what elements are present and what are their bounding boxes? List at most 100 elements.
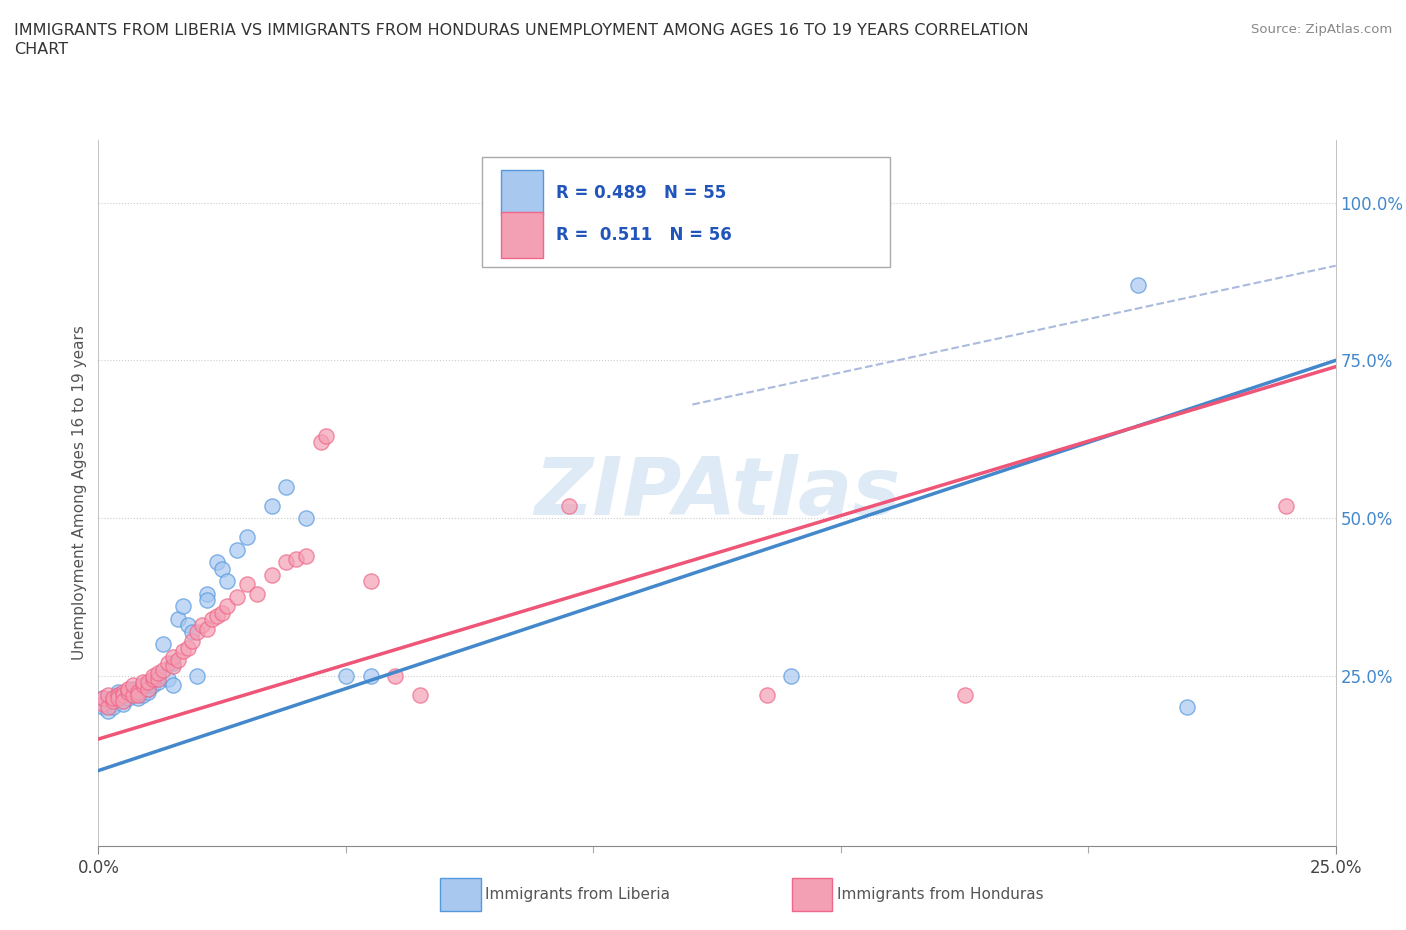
Point xyxy=(103,691,125,706)
Point xyxy=(103,700,125,715)
Point xyxy=(117,691,139,706)
Point xyxy=(107,687,129,702)
Point xyxy=(93,691,115,706)
Point xyxy=(136,675,159,690)
Point xyxy=(1126,277,1149,292)
Point xyxy=(112,691,135,706)
Point xyxy=(146,671,169,686)
Text: R = 0.489   N = 55: R = 0.489 N = 55 xyxy=(557,183,727,202)
Point xyxy=(93,691,115,706)
Point xyxy=(172,599,194,614)
Point xyxy=(953,687,976,702)
Point xyxy=(122,687,145,702)
Point xyxy=(127,687,149,702)
Point xyxy=(93,697,115,711)
Point xyxy=(162,656,184,671)
Point xyxy=(309,435,332,450)
Point xyxy=(97,694,120,709)
Point xyxy=(755,687,778,702)
Y-axis label: Unemployment Among Ages 16 to 19 years: Unemployment Among Ages 16 to 19 years xyxy=(72,326,87,660)
Point xyxy=(122,684,145,699)
Point xyxy=(191,618,214,633)
Point xyxy=(112,694,135,709)
Point xyxy=(127,684,149,699)
Point xyxy=(122,681,145,696)
Text: R =  0.511   N = 56: R = 0.511 N = 56 xyxy=(557,226,733,244)
Point xyxy=(142,671,165,686)
Point xyxy=(162,678,184,693)
Point xyxy=(260,498,283,513)
Point xyxy=(107,687,129,702)
Point xyxy=(195,621,218,636)
Point xyxy=(112,697,135,711)
Point xyxy=(127,687,149,702)
Point xyxy=(156,656,179,671)
Point xyxy=(780,669,803,684)
Point xyxy=(136,678,159,693)
Point xyxy=(136,681,159,696)
Point xyxy=(315,429,337,444)
Point xyxy=(136,681,159,696)
Point xyxy=(166,653,188,668)
Point xyxy=(103,694,125,709)
Point xyxy=(295,511,318,525)
Point xyxy=(122,678,145,693)
Point xyxy=(156,671,179,686)
Point xyxy=(557,498,579,513)
Point xyxy=(276,479,298,494)
Point xyxy=(93,700,115,715)
Point xyxy=(146,675,169,690)
Point xyxy=(217,599,239,614)
Point xyxy=(112,687,135,702)
Text: Immigrants from Honduras: Immigrants from Honduras xyxy=(837,887,1043,902)
Point xyxy=(162,649,184,664)
Point xyxy=(285,551,308,566)
Point xyxy=(260,567,283,582)
Point xyxy=(172,644,194,658)
Point xyxy=(217,574,239,589)
Text: Source: ZipAtlas.com: Source: ZipAtlas.com xyxy=(1251,23,1392,36)
Point xyxy=(1175,700,1198,715)
Point xyxy=(409,687,432,702)
Point xyxy=(146,665,169,680)
Point xyxy=(181,633,204,648)
Point xyxy=(246,587,269,602)
Point xyxy=(117,684,139,699)
Point xyxy=(176,618,198,633)
Point xyxy=(360,574,382,589)
Point xyxy=(117,684,139,699)
Point xyxy=(236,530,259,545)
Point xyxy=(112,684,135,699)
Point xyxy=(335,669,357,684)
Point xyxy=(211,561,233,576)
Point xyxy=(103,691,125,706)
Point xyxy=(132,675,155,690)
Point xyxy=(97,703,120,718)
Point xyxy=(205,555,228,570)
Point xyxy=(107,691,129,706)
Point xyxy=(176,640,198,655)
Point xyxy=(1275,498,1298,513)
Point xyxy=(236,577,259,591)
Point xyxy=(117,681,139,696)
Point xyxy=(132,678,155,693)
Point xyxy=(107,691,129,706)
Point xyxy=(112,687,135,702)
Point xyxy=(166,612,188,627)
Point xyxy=(97,687,120,702)
Point xyxy=(107,684,129,699)
Point xyxy=(201,612,224,627)
Point xyxy=(146,669,169,684)
FancyBboxPatch shape xyxy=(501,212,543,258)
Point xyxy=(127,691,149,706)
Point xyxy=(142,669,165,684)
Point xyxy=(132,681,155,696)
Point xyxy=(142,675,165,690)
FancyBboxPatch shape xyxy=(482,157,890,267)
Point xyxy=(195,587,218,602)
Point xyxy=(136,684,159,699)
Point xyxy=(195,592,218,607)
Point xyxy=(152,662,174,677)
Point xyxy=(186,669,208,684)
Point xyxy=(162,659,184,674)
